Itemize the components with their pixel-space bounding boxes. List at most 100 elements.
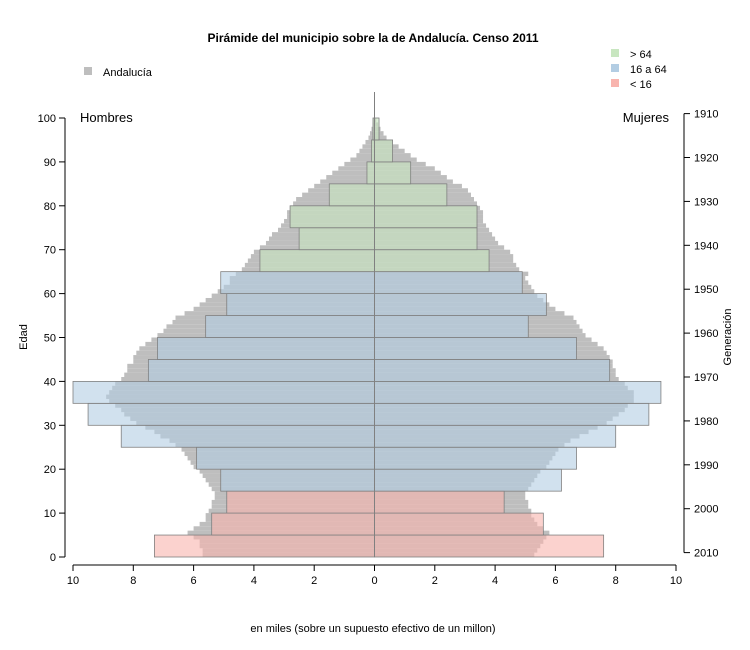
chart-title: Pirámide del municipio sobre la de Andal…	[208, 31, 539, 45]
andalucia-bar-women	[374, 135, 387, 140]
municipio-bar-men	[87, 402, 375, 426]
andalucia-bar-men	[338, 166, 375, 171]
y-tick-label-left: 90	[44, 157, 56, 169]
municipio-bar-men	[147, 359, 375, 382]
y-tick-label-left: 70	[44, 245, 56, 257]
municipio-bar-women	[374, 205, 478, 229]
generation-tick-label: 1930	[694, 196, 718, 208]
legend-andalucia: Andalucía	[84, 67, 153, 79]
x-tick-label: 10	[67, 575, 79, 587]
andalucia-bar-men	[350, 157, 375, 162]
generation-tick-label: 1970	[694, 372, 718, 384]
legend-label-old: > 64	[630, 49, 652, 61]
municipio-bar-women	[374, 271, 523, 294]
side-label-men: Hombres	[80, 110, 133, 125]
municipio-bar-men	[298, 227, 375, 251]
axes: 10 8 6 4 2 0 2 4 6 8 10010203040506070809010020102…	[38, 109, 719, 587]
municipio-bar-men	[205, 315, 375, 338]
generation-tick-label: 1980	[694, 416, 718, 428]
municipio-bar-men	[196, 446, 375, 470]
andalucia-bar-men	[320, 179, 375, 184]
municipio-bar-men	[226, 490, 375, 514]
legend-swatch-old	[611, 49, 619, 57]
andalucia-bar-men	[369, 131, 375, 136]
y-tick-label-left: 60	[44, 289, 56, 301]
andalucia-bar-women	[374, 179, 453, 184]
municipio-bar-men	[220, 271, 375, 294]
side-label-women: Mujeres	[623, 110, 670, 125]
municipio-bar-women	[374, 512, 544, 536]
municipio-bar-women	[374, 490, 505, 514]
y-tick-label-left: 0	[50, 552, 56, 564]
x-tick-label: 2	[311, 575, 317, 587]
andalucia-bar-men	[344, 161, 375, 167]
municipio-bar-men	[154, 534, 375, 558]
municipio-bar-women	[374, 380, 662, 404]
generation-tick-label: 1910	[694, 109, 718, 121]
andalucia-bar-women	[374, 157, 417, 162]
municipio-bar-women	[374, 293, 547, 316]
municipio-bar-men	[328, 183, 375, 207]
generation-tick-label: 1920	[694, 153, 718, 165]
y-tick-label-left: 30	[44, 420, 56, 432]
andalucia-bar-men	[356, 153, 375, 158]
municipio-bar-women	[374, 183, 448, 207]
legend-label-andalucia: Andalucía	[103, 67, 153, 79]
municipio-bar-women	[374, 249, 490, 273]
y-axis-label-left: Edad	[18, 324, 30, 350]
municipio-bar-men	[259, 249, 375, 273]
generation-tick-label: 1940	[694, 240, 718, 252]
municipio-bar-women	[374, 534, 605, 558]
andalucia-bar-men	[359, 148, 375, 154]
municipio-bar-men	[211, 512, 375, 536]
municipio-bar-women	[374, 139, 393, 163]
legend-swatch-young	[611, 79, 619, 87]
municipio-bar-men	[72, 380, 375, 404]
municipio-bar-women	[374, 337, 577, 360]
y-tick-label-left: 50	[44, 333, 56, 345]
municipio-bars	[72, 117, 662, 558]
municipio-bar-women	[374, 359, 611, 382]
generation-tick-label: 1950	[694, 284, 718, 296]
municipio-bar-women	[374, 315, 529, 338]
generation-tick-label: 2010	[694, 548, 718, 560]
y-tick-label-left: 80	[44, 201, 56, 213]
municipio-bar-women	[374, 161, 412, 185]
y-tick-label-left: 20	[44, 464, 56, 476]
municipio-bar-men	[157, 337, 375, 360]
legend-swatch-andalucia	[84, 67, 92, 75]
municipio-bar-women	[374, 117, 380, 141]
y-tick-label-left: 10	[44, 508, 56, 520]
municipio-bar-men	[120, 424, 375, 448]
municipio-bar-women	[374, 227, 478, 251]
legend-label-adult: 16 a 64	[630, 64, 667, 76]
y-tick-label-left: 40	[44, 376, 56, 388]
legend-swatch-adult	[611, 64, 619, 72]
legend-age-groups: > 64 16 a 64 < 16	[611, 49, 667, 91]
x-tick-label: 2	[432, 575, 438, 587]
andalucia-bar-men	[332, 170, 375, 176]
y-tick-label-left: 100	[38, 113, 56, 125]
andalucia-bar-men	[365, 139, 375, 145]
municipio-bar-women	[374, 446, 577, 470]
y-axis-label-right: Generación	[722, 309, 734, 366]
x-tick-label: 8	[613, 575, 619, 587]
andalucia-bar-men	[368, 135, 375, 140]
x-tick-label: 0	[371, 575, 377, 587]
andalucia-bar-men	[362, 144, 375, 149]
x-tick-label: 6	[191, 575, 197, 587]
municipio-bar-women	[374, 468, 562, 492]
andalucia-bar-men	[326, 175, 375, 180]
municipio-bar-men	[289, 205, 375, 229]
x-tick-label: 8	[130, 575, 136, 587]
x-tick-label: 6	[552, 575, 558, 587]
generation-tick-label: 1960	[694, 328, 718, 340]
x-axis-label: en miles (sobre un supuesto efectivo de …	[250, 623, 495, 635]
generation-tick-label: 2000	[694, 504, 718, 516]
x-tick-label: 4	[492, 575, 498, 587]
x-tick-label: 4	[251, 575, 257, 587]
x-tick-label: 10	[670, 575, 682, 587]
generation-tick-label: 1990	[694, 460, 718, 472]
municipio-bar-men	[226, 293, 375, 316]
